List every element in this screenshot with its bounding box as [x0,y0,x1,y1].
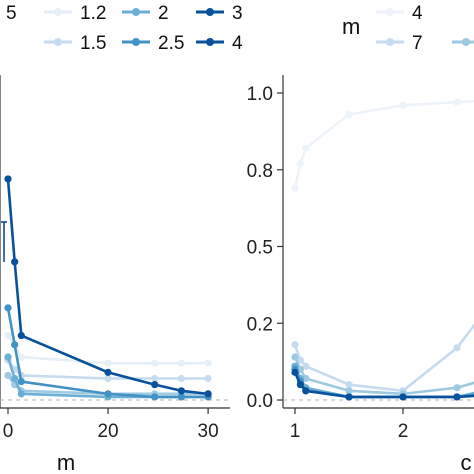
legend-label: 1.5 [80,33,106,54]
left-series-point [11,374,19,383]
right-series-point [453,393,461,401]
legend-key-point [132,8,140,16]
right-series-point [291,368,299,376]
left-series-point [4,371,12,380]
legend-right: m 4 7 [342,3,474,54]
legend-key-point [206,38,214,46]
right-series-point [291,341,299,349]
right-x-tick-label: 2 [398,421,409,442]
right-series-point [453,384,461,392]
left-series-point [151,359,159,367]
left-x-axis-title: m [57,450,75,474]
right-series-point [399,101,407,109]
left-series-point [11,258,19,266]
right-series-point [291,353,299,361]
legend-key-point-clipped [462,38,470,46]
left-series-point [4,175,12,183]
left-series-point [11,341,19,349]
right-series-point [399,393,407,401]
legend-label: 5 [6,3,17,24]
left-series-point [151,374,159,383]
right-series-line [293,99,474,189]
right-y-tick-label: 0.0 [247,391,273,412]
left-series-point [17,353,25,361]
right-y-tick-label: 0.2 [247,314,273,335]
legend-key-point [132,38,140,46]
left-series-point [104,374,112,383]
legend-left: 5 1.2 2 3 1.5 2.5 4 [6,3,243,54]
right-x-axis-title: c [461,450,472,474]
left-series-point [104,368,112,376]
legend-label: 2 [158,3,169,24]
right-series-point [302,387,310,395]
legend-key-point [206,8,214,16]
right-series-point [302,362,310,370]
left-series-point [204,390,212,398]
legend-label: 3 [232,3,243,24]
right-series-point [296,381,304,389]
right-x-tick-label: 1 [290,421,301,442]
left-x-tick-label: 30 [198,421,219,442]
right-series-point [291,184,299,192]
left-series-point [204,374,212,383]
left-series-point [151,393,159,401]
right-series-point [453,98,461,106]
right-series-point [345,387,353,395]
left-series-point [17,331,25,340]
left-series-point [204,359,212,367]
left-series-point [177,387,186,395]
legend-label: 7 [412,33,423,54]
left-series-point [151,381,159,389]
left-series-line [6,334,209,365]
right-y-tick-label: 1.0 [247,84,273,105]
right-series-line [293,323,474,393]
legend-key-point [54,38,62,46]
left-series-point [177,393,186,401]
left-series-point [4,353,12,361]
panel-right: 0.0 0.2 0.5 0.8 1.0 1 2 c [247,75,474,474]
left-series-point [177,359,186,367]
legend-title: m [342,14,360,39]
legend-label: 4 [232,33,243,54]
legend-label: 2.5 [158,33,184,54]
left-series-line [6,307,209,399]
right-series-point [302,144,310,152]
right-series-point [296,160,304,168]
legend-key-point [386,38,394,46]
right-series-point [296,356,304,364]
legend-label: 1.2 [80,3,106,24]
left-series-point [4,304,12,312]
legend-label: 4 [412,3,423,24]
left-series-point [17,377,25,386]
right-series-point [296,365,304,373]
panel-left: 0 20 30 m [0,75,230,474]
legend-key-point [54,8,62,16]
left-series-point [177,374,186,383]
left-series-point [17,390,25,398]
legend-key-point [386,8,394,16]
right-y-tick-label: 0.5 [247,238,273,259]
right-series-point [345,110,353,119]
left-x-tick-label: 20 [97,421,118,442]
left-series-point [4,331,12,340]
right-series-point [345,381,353,389]
right-y-tick-label: 0.8 [247,161,273,182]
right-series-point [302,374,310,383]
right-series-point [453,344,461,352]
left-series-point [104,359,112,367]
right-series-point [345,393,353,401]
left-series-point [104,390,112,398]
left-x-tick-label: 0 [3,421,14,442]
